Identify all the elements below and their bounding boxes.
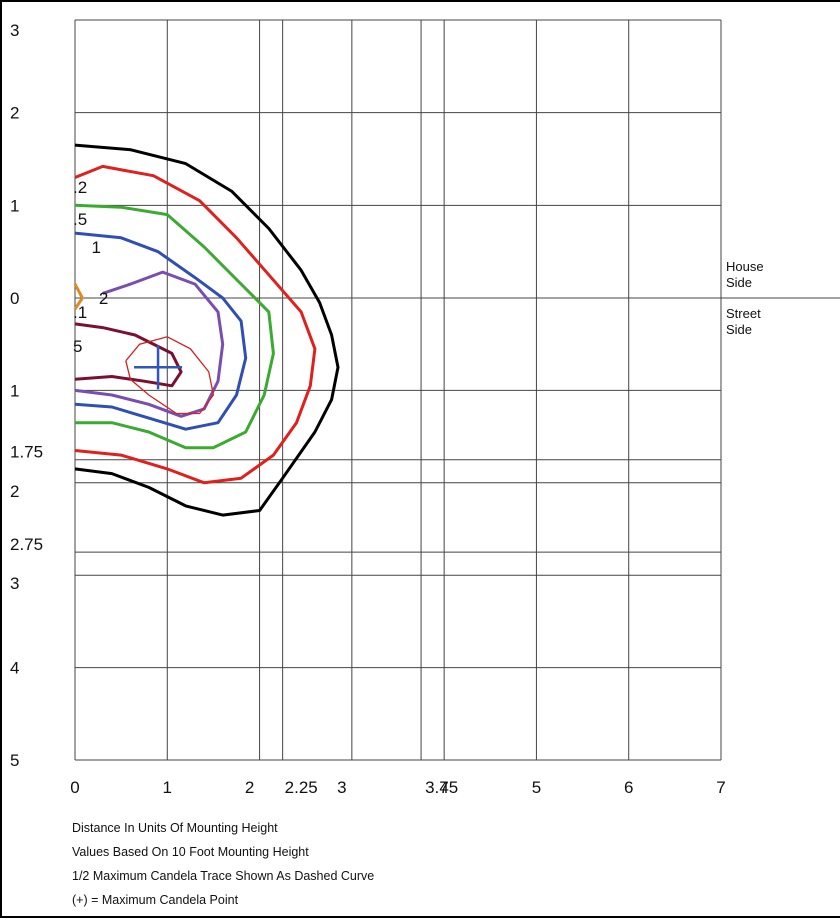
contour-series-3 xyxy=(74,231,248,431)
contour-label-6: .1 xyxy=(73,303,87,322)
y-tick-label-lower-3: 2.75 xyxy=(10,535,43,554)
x-tick-label-8: 6 xyxy=(624,778,633,797)
note-4: (+) = Maximum Candela Point xyxy=(72,893,239,907)
max-candela-marker xyxy=(134,345,183,390)
contour-label-5: 5 xyxy=(73,337,82,356)
y-tick-label-lower-1: 1.75 xyxy=(10,443,43,462)
contour-series-5 xyxy=(74,322,183,388)
contour-series-1 xyxy=(74,164,317,485)
house-side-label-2: Side xyxy=(726,275,752,290)
x-tick-label-6: 4 xyxy=(439,778,448,797)
x-tick-label-3: 2.25 xyxy=(285,778,318,797)
street-side-label-1: Street xyxy=(726,306,761,321)
contour-series-4 xyxy=(74,270,225,418)
y-tick-label-upper-1: 2 xyxy=(10,104,19,123)
x-tick-label-9: 7 xyxy=(716,778,725,797)
x-tick-label-1: 1 xyxy=(163,778,172,797)
contour-label-1: .2 xyxy=(73,178,87,197)
x-tick-label-4: 3 xyxy=(337,778,346,797)
y-tick-label-upper-0: 3 xyxy=(10,21,19,40)
y-tick-label-upper-2: 1 xyxy=(10,196,19,215)
half-max-candela-trace xyxy=(125,336,215,415)
contour-series-0 xyxy=(74,143,340,517)
y-tick-label-lower-4: 3 xyxy=(10,574,19,593)
x-tick-label-7: 5 xyxy=(532,778,541,797)
contours xyxy=(73,143,340,517)
contour-label-2: .5 xyxy=(73,210,87,229)
contour-labels: .2 .51 2 5 .1 xyxy=(73,178,108,356)
street-side-label-2: Side xyxy=(726,322,752,337)
x-tick-label-0: 0 xyxy=(70,778,79,797)
y-tick-label-lower-5: 4 xyxy=(10,659,19,678)
note-2: Values Based On 10 Foot Mounting Height xyxy=(72,845,309,859)
contour-series-6 xyxy=(73,283,84,310)
note-1: Distance In Units Of Mounting Height xyxy=(72,821,278,835)
note-3: 1/2 Maximum Candela Trace Shown As Dashe… xyxy=(72,869,374,883)
grid xyxy=(74,19,840,761)
x-tick-label-2: 2 xyxy=(245,778,254,797)
notes: Distance In Units Of Mounting Height Val… xyxy=(72,821,374,907)
y-tick-label-upper-3: 0 xyxy=(10,289,19,308)
contour-label-4: 2 xyxy=(99,289,108,308)
house-side-label-1: House xyxy=(726,259,764,274)
y-tick-label-lower-0: 1 xyxy=(10,381,19,400)
contour-label-3: 1 xyxy=(91,238,100,257)
x-tick-label-5: 3.75 xyxy=(425,778,458,797)
y-tick-label-lower-6: 5 xyxy=(10,751,19,770)
y-tick-label-lower-2: 2 xyxy=(10,482,19,501)
contour-series-2 xyxy=(74,203,275,450)
